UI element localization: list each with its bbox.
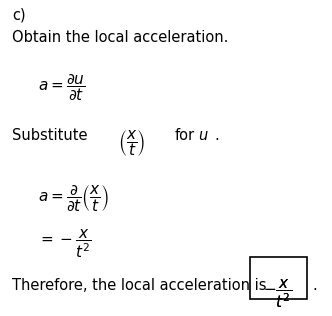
Text: .: . [312, 278, 317, 293]
Text: $-\dfrac{x}{t^{2}}$: $-\dfrac{x}{t^{2}}$ [263, 278, 292, 311]
Text: $a = \dfrac{\partial}{\partial t}\left(\dfrac{x}{t}\right)$: $a = \dfrac{\partial}{\partial t}\left(\… [38, 183, 109, 214]
Bar [250, 257, 307, 299]
Text: Obtain the local acceleration.: Obtain the local acceleration. [12, 30, 228, 45]
Text: for: for [175, 128, 195, 143]
Text: .: . [214, 128, 219, 143]
Text: $a = \dfrac{\partial u}{\partial t}$: $a = \dfrac{\partial u}{\partial t}$ [38, 72, 86, 103]
Text: c): c) [12, 8, 26, 23]
Text: $-\dfrac{x}{t^{2}}$: $-\dfrac{x}{t^{2}}$ [263, 278, 292, 311]
Text: $= -\dfrac{x}{t^{2}}$: $= -\dfrac{x}{t^{2}}$ [38, 228, 92, 260]
Text: Therefore, the local acceleration is: Therefore, the local acceleration is [12, 278, 267, 293]
Text: Substitute: Substitute [12, 128, 88, 143]
Text: $\left(\dfrac{x}{t}\right)$: $\left(\dfrac{x}{t}\right)$ [118, 128, 145, 158]
Text: $u$: $u$ [198, 128, 208, 143]
